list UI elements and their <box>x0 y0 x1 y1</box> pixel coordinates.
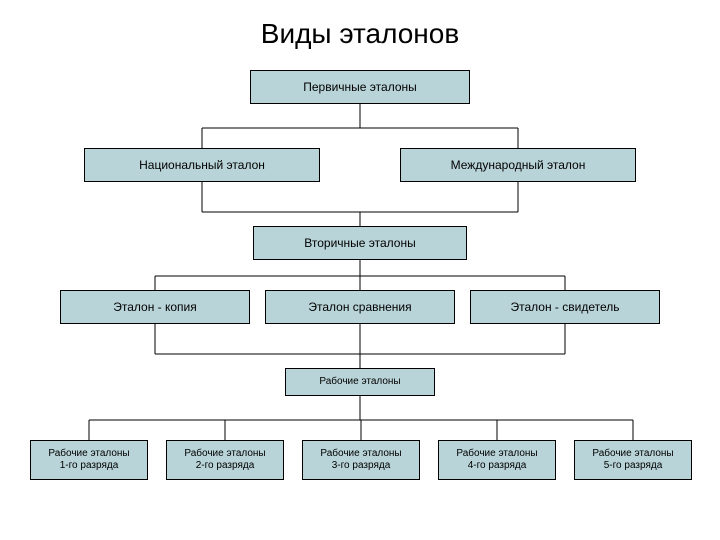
node-label: Рабочие эталоны <box>319 376 400 388</box>
node-compare: Эталон сравнения <box>265 290 455 324</box>
node-label: Рабочие эталоны 4-го разряда <box>456 448 537 472</box>
node-label: Эталон сравнения <box>308 300 411 314</box>
diagram-title: Виды эталонов <box>0 18 720 50</box>
node-label: Рабочие эталоны 3-го разряда <box>320 448 401 472</box>
node-label: Рабочие эталоны 1-го разряда <box>48 448 129 472</box>
node-label: Эталон - свидетель <box>510 300 619 314</box>
node-w5: Рабочие эталоны 5-го разряда <box>574 440 692 480</box>
node-national: Национальный эталон <box>84 148 320 182</box>
node-w1: Рабочие эталоны 1-го разряда <box>30 440 148 480</box>
node-w4: Рабочие эталоны 4-го разряда <box>438 440 556 480</box>
node-label: Рабочие эталоны 2-го разряда <box>184 448 265 472</box>
diagram-stage: { "title": { "text": "Виды эталонов", "t… <box>0 0 720 540</box>
node-international: Международный эталон <box>400 148 636 182</box>
node-witness: Эталон - свидетель <box>470 290 660 324</box>
node-label: Эталон - копия <box>113 300 197 314</box>
node-label: Вторичные эталоны <box>304 236 416 250</box>
node-copy: Эталон - копия <box>60 290 250 324</box>
node-secondary: Вторичные эталоны <box>253 226 467 260</box>
node-working: Рабочие эталоны <box>285 368 435 396</box>
node-label: Рабочие эталоны 5-го разряда <box>592 448 673 472</box>
node-label: Первичные эталоны <box>303 80 417 94</box>
node-w3: Рабочие эталоны 3-го разряда <box>302 440 420 480</box>
node-label: Международный эталон <box>451 158 586 172</box>
node-primary: Первичные эталоны <box>250 70 470 104</box>
node-w2: Рабочие эталоны 2-го разряда <box>166 440 284 480</box>
node-label: Национальный эталон <box>139 158 265 172</box>
